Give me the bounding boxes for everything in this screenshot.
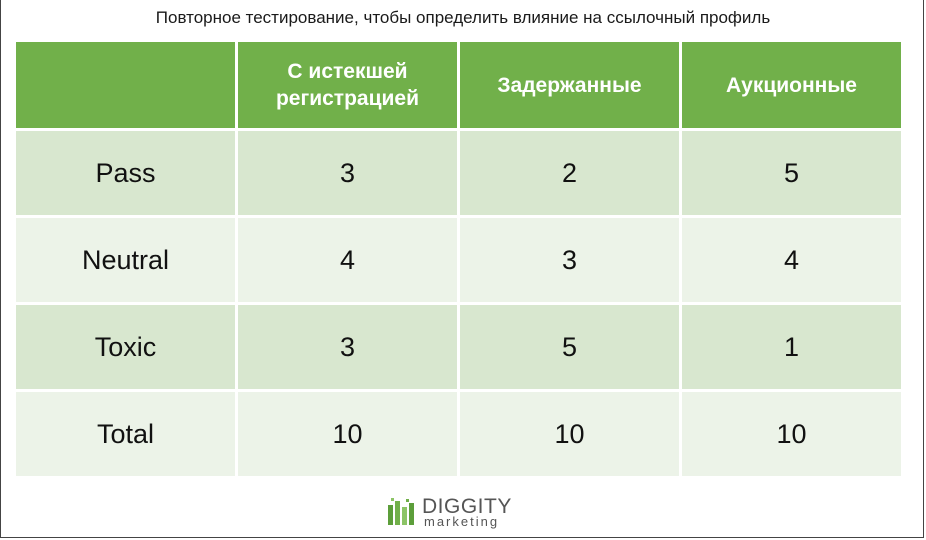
logo-subtitle: marketing [424, 514, 500, 529]
logo-wordmark: DIGGITY [422, 495, 512, 518]
table-row: Toxic 3 5 1 [16, 305, 901, 389]
row-label: Pass [16, 131, 235, 215]
table-cell: 10 [682, 392, 901, 476]
table-cell: 4 [238, 218, 457, 302]
header-cell-held: Задержанные [460, 42, 679, 128]
table-row: Neutral 4 3 4 [16, 218, 901, 302]
table-cell: 5 [460, 305, 679, 389]
row-label: Total [16, 392, 235, 476]
table-cell: 2 [460, 131, 679, 215]
table-row: Pass 3 2 5 [16, 131, 901, 215]
table-cell: 3 [238, 131, 457, 215]
diggity-logo-icon [388, 498, 414, 525]
table-cell: 4 [682, 218, 901, 302]
header-cell-auction: Аукционные [682, 42, 901, 128]
table-header-row: С истекшей регистрацией Задержанные Аукц… [16, 42, 901, 128]
table-cell: 3 [460, 218, 679, 302]
table-row: Total 10 10 10 [16, 392, 901, 476]
table-cell: 3 [238, 305, 457, 389]
header-cell-empty [16, 42, 235, 128]
diggity-logo: DIGGITY marketing [386, 495, 526, 529]
table-cell: 5 [682, 131, 901, 215]
header-expired-text: С истекшей регистрацией [275, 60, 420, 110]
header-cell-expired: С истекшей регистрацией [238, 42, 457, 128]
slide-title: Повторное тестирование, чтобы определить… [155, 8, 771, 27]
results-table: С истекшей регистрацией Задержанные Аукц… [13, 39, 904, 479]
row-label: Toxic [16, 305, 235, 389]
row-label: Neutral [16, 218, 235, 302]
table-cell: 10 [238, 392, 457, 476]
table-cell: 10 [460, 392, 679, 476]
table-cell: 1 [682, 305, 901, 389]
